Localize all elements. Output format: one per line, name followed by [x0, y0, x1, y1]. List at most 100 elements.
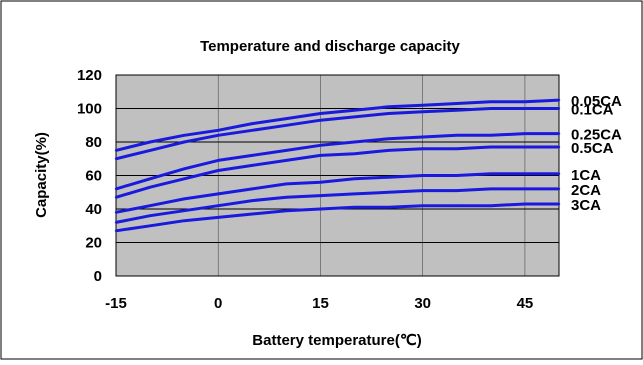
y-tick-label: 20 — [85, 235, 102, 252]
series-label: 0.1CA — [571, 102, 614, 119]
series-point — [251, 129, 254, 132]
series-point — [489, 187, 493, 191]
series-lines — [114, 98, 561, 233]
series-point — [557, 145, 561, 149]
series-point — [114, 221, 118, 224]
series-line-0_25CA — [115, 132, 559, 191]
series-point — [557, 98, 561, 102]
y-tick-label: 120 — [77, 67, 102, 84]
series-line-0_05CA — [115, 98, 560, 152]
series-point — [421, 135, 424, 139]
series-point — [182, 209, 186, 212]
series-point — [387, 149, 390, 152]
series-point — [285, 117, 288, 120]
series-label: 2CA — [571, 182, 601, 199]
series-point — [387, 175, 390, 179]
x-tick-label: -15 — [105, 295, 127, 312]
series-point — [285, 182, 288, 186]
series-point — [421, 110, 424, 114]
series-point — [319, 181, 322, 184]
series-point — [557, 132, 561, 135]
x-tick-label: 45 — [517, 295, 534, 312]
series-point — [285, 196, 288, 199]
series-point — [455, 102, 458, 105]
series-point — [114, 196, 118, 199]
series-point — [148, 214, 152, 217]
series-point — [557, 107, 561, 110]
series-point — [251, 154, 254, 157]
series-point — [489, 107, 493, 110]
series-point — [114, 157, 118, 160]
y-axis-title: Capacity(%) — [33, 132, 50, 218]
series-point — [148, 224, 152, 227]
series-point — [489, 204, 493, 207]
series-point — [421, 174, 424, 177]
series-point — [523, 100, 527, 104]
series-point — [387, 112, 390, 115]
series-line-0_1CA — [115, 107, 559, 161]
series-point — [217, 159, 220, 162]
series-point — [251, 187, 254, 191]
series-label: 3CA — [571, 197, 601, 214]
series-point — [148, 149, 152, 152]
series-point — [182, 177, 186, 181]
series-label: 0.05CA — [571, 93, 622, 110]
series-label: 0.25CA — [571, 127, 622, 144]
series-point — [319, 154, 322, 157]
y-tick-label: 80 — [85, 134, 102, 151]
series-point — [489, 100, 493, 104]
series-point — [455, 174, 458, 177]
y-tick-label: 100 — [77, 101, 102, 118]
series-point — [114, 211, 118, 214]
series-point — [387, 206, 390, 209]
y-tick-label: 0 — [94, 268, 102, 285]
series-point — [421, 204, 424, 207]
series-point — [455, 108, 458, 112]
chart-title: Temperature and discharge capacity — [200, 38, 460, 55]
series-point — [523, 107, 527, 110]
series-point — [455, 147, 458, 150]
series-line-1CA — [115, 172, 559, 214]
series-point — [319, 144, 322, 147]
series-point — [217, 129, 220, 132]
series-point — [114, 149, 118, 152]
series-point — [353, 152, 356, 155]
series-line-0_5CA — [115, 145, 559, 199]
x-tick-label: 0 — [214, 295, 222, 312]
series-point — [387, 137, 390, 140]
series-point — [182, 219, 186, 222]
series-point — [148, 186, 152, 189]
series-point — [557, 187, 561, 191]
series-point — [285, 159, 288, 162]
series-point — [489, 172, 493, 176]
series-point — [557, 202, 561, 206]
series-point — [319, 119, 322, 122]
series-point — [148, 140, 152, 144]
series-point — [182, 167, 186, 170]
series-point — [523, 145, 527, 149]
series-point — [523, 172, 527, 176]
series-point — [182, 134, 186, 137]
series-point — [523, 202, 527, 206]
series-point — [489, 134, 493, 137]
series-point — [523, 187, 527, 191]
series-point — [353, 177, 356, 181]
series-label: 1CA — [571, 167, 601, 184]
series-point — [455, 204, 458, 207]
series-point — [251, 199, 254, 202]
series-line-2CA — [115, 187, 559, 224]
series-point — [319, 207, 322, 211]
series-point — [455, 134, 458, 137]
series-point — [455, 189, 458, 192]
series-point — [523, 132, 527, 135]
series-point — [114, 187, 118, 191]
y-tick-labels: 0 20 40 60 80 100 120 — [77, 67, 102, 285]
series-point — [114, 229, 118, 232]
series-point — [557, 172, 561, 176]
series-point — [421, 147, 424, 150]
series-point — [319, 194, 322, 197]
series-point — [353, 140, 356, 144]
x-tick-label: 30 — [414, 295, 431, 312]
series-point — [182, 197, 186, 201]
